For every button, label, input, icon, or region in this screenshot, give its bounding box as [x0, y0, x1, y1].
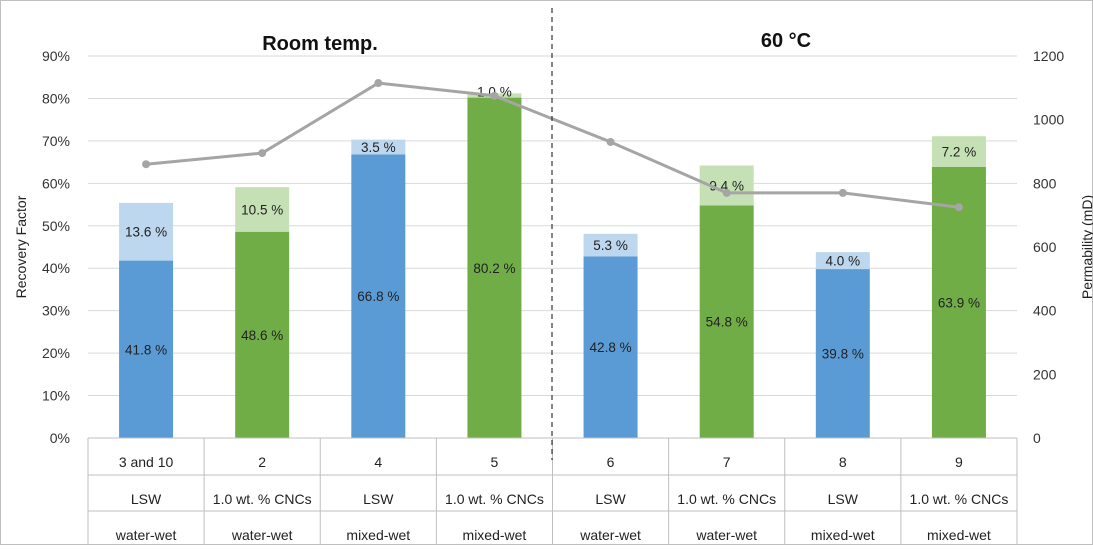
bar-base	[119, 260, 174, 438]
y-tick-label: 80%	[42, 90, 70, 106]
y-tick-label: 20%	[42, 345, 70, 361]
category-fluid: 1.0 wt. % CNCs	[910, 491, 1009, 507]
bar-base-label: 39.8 %	[822, 347, 864, 362]
y-tick-label: 30%	[42, 303, 70, 319]
title-60c: 60 °C	[761, 30, 811, 52]
category-wettability: water-wet	[579, 527, 641, 543]
bar-base	[467, 97, 522, 439]
bar-increment	[119, 202, 174, 261]
bar-increment-label: 4.0 %	[826, 254, 861, 269]
bar-increment	[583, 233, 638, 257]
category-id: 4	[374, 454, 382, 470]
bar-base-label: 63.9 %	[938, 295, 980, 310]
bar-base-label: 54.8 %	[706, 315, 748, 330]
bar-labels: 41.8 % 13.6 % 48.6 % 10.5 % 66.8 % 3.5 % 80.2 …	[125, 85, 980, 362]
y-tick-label: 90%	[42, 48, 70, 64]
category-id: 6	[607, 454, 615, 470]
category-fluid: LSW	[595, 491, 626, 507]
y2-tick-label: 200	[1033, 366, 1057, 382]
category-wettability: mixed-wet	[927, 527, 991, 543]
bar-increment	[235, 187, 290, 232]
category-id: 3 and 10	[119, 454, 174, 470]
category-wettability: water-wet	[695, 527, 757, 543]
category-fluid: 1.0 wt. % CNCs	[677, 491, 776, 507]
y2-tick-label: 800	[1033, 175, 1057, 191]
y2-axis-title: Permability (mD)	[1079, 195, 1093, 299]
bar-base-label: 41.8 %	[125, 342, 167, 357]
permeability-point	[722, 188, 731, 197]
bar-increment-label: 10.5 %	[241, 202, 283, 217]
bar-base	[931, 166, 986, 438]
bar-base-label: 66.8 %	[357, 289, 399, 304]
y-tick-label: 0%	[50, 430, 70, 446]
y2-axis-ticks: 0 200 400 600 800 1000 1200	[1033, 48, 1064, 446]
y-axis-title: Recovery Factor	[13, 195, 29, 298]
bar-base	[235, 231, 290, 438]
bar-base-label: 42.8 %	[590, 340, 632, 355]
bar-increment	[815, 252, 870, 270]
category-wettability: mixed-wet	[346, 527, 410, 543]
category-id: 2	[258, 454, 266, 470]
permeability-point	[838, 188, 847, 197]
bar-base-label: 48.6 %	[241, 328, 283, 343]
y-tick-label: 10%	[42, 388, 70, 404]
category-fluid: 1.0 wt. % CNCs	[445, 491, 544, 507]
category-fluid: LSW	[363, 491, 394, 507]
category-wettability: water-wet	[115, 527, 177, 543]
y2-tick-label: 1200	[1033, 48, 1064, 64]
category-id: 9	[955, 454, 963, 470]
category-table: 3 and 10 LSW water-wet 2 1.0 wt. % CNCs water…	[87, 437, 1018, 545]
bar-increment	[351, 139, 406, 155]
y2-tick-label: 400	[1033, 303, 1057, 319]
bar-increment-label: 13.6 %	[125, 225, 167, 240]
category-fluid: LSW	[828, 491, 859, 507]
y-tick-label: 40%	[42, 260, 70, 276]
permeability-point	[258, 149, 267, 158]
y-tick-label: 70%	[42, 133, 70, 149]
category-wettability: water-wet	[231, 527, 293, 543]
y2-tick-label: 600	[1033, 239, 1057, 255]
bar-increment-label: 3.5 %	[361, 140, 396, 155]
category-id: 5	[491, 454, 499, 470]
permeability-point	[490, 91, 499, 100]
category-id: 7	[723, 454, 731, 470]
bar-base	[583, 256, 638, 438]
y2-tick-label: 1000	[1033, 112, 1064, 128]
permeability-point	[606, 137, 615, 146]
category-id: 8	[839, 454, 847, 470]
bars	[119, 93, 986, 439]
bar-base-label: 80.2 %	[473, 261, 515, 276]
y-axis-ticks: 0% 10% 20% 30% 40% 50% 60% 70% 80% 90%	[42, 48, 70, 446]
category-wettability: mixed-wet	[811, 527, 875, 543]
bar-increment-label: 5.3 %	[593, 238, 628, 253]
category-fluid: LSW	[131, 491, 162, 507]
category-wettability: mixed-wet	[463, 527, 527, 543]
permeability-point	[374, 79, 383, 88]
y2-tick-label: 0	[1033, 430, 1041, 446]
bar-increment	[931, 136, 986, 167]
title-room-temp: Room temp.	[262, 33, 378, 55]
bar-base	[699, 205, 754, 438]
permeability-point	[142, 160, 151, 169]
y-tick-label: 50%	[42, 218, 70, 234]
permeability-point	[954, 203, 963, 212]
bar-base	[351, 154, 406, 438]
category-fluid: 1.0 wt. % CNCs	[213, 491, 312, 507]
bar-increment-label: 7.2 %	[942, 145, 977, 160]
y-tick-label: 60%	[42, 175, 70, 191]
bar-base	[815, 269, 870, 438]
